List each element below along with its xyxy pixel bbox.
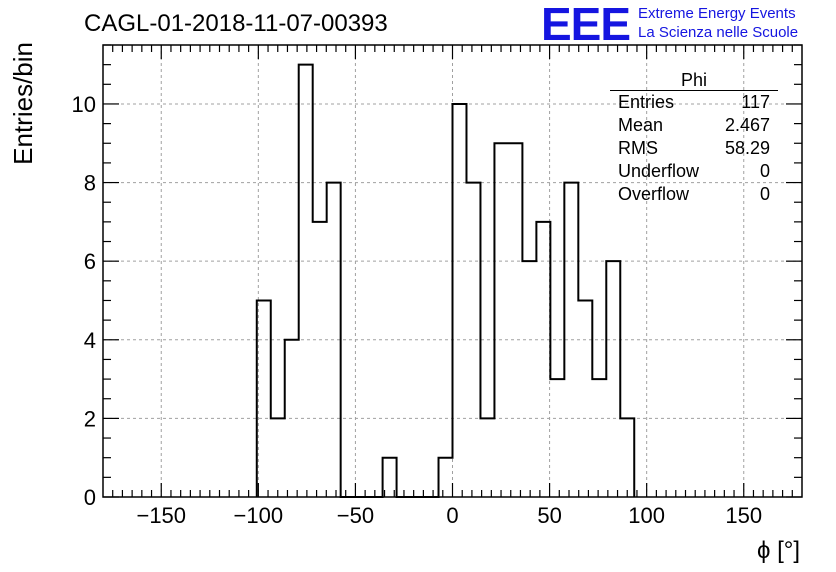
stats-value: 0 bbox=[759, 184, 770, 204]
histogram-bin bbox=[453, 104, 467, 497]
stats-row-entries: Entries 117 bbox=[610, 91, 778, 114]
stats-value: 2.467 bbox=[724, 115, 770, 135]
histogram-bin bbox=[592, 379, 606, 497]
x-tick-label: −150 bbox=[136, 503, 186, 528]
histogram-bin bbox=[466, 183, 480, 497]
histogram-bin bbox=[327, 183, 341, 497]
stats-box: Phi Entries 117 Mean 2.467 RMS 58.29 Und… bbox=[610, 70, 778, 206]
stats-label: Mean bbox=[618, 115, 664, 135]
stats-row-underflow: Underflow 0 bbox=[610, 160, 778, 183]
histogram-bin bbox=[522, 261, 536, 497]
y-tick-label: 10 bbox=[72, 92, 96, 117]
plot-title: CAGL-01-2018-11-07-00393 bbox=[84, 10, 388, 37]
histogram-bin bbox=[550, 379, 564, 497]
histogram-bin bbox=[564, 183, 578, 497]
stats-label: Underflow bbox=[618, 161, 700, 181]
histogram-bin bbox=[271, 418, 285, 497]
stats-label: RMS bbox=[618, 138, 658, 158]
histogram-outline bbox=[255, 63, 636, 498]
plot-frame bbox=[102, 44, 803, 498]
y-tick-labels: 0 2 4 6 8 10 bbox=[72, 92, 96, 510]
x-tick-label: 50 bbox=[537, 503, 561, 528]
stats-value: 58.29 bbox=[724, 138, 770, 158]
x-tick-label: 100 bbox=[628, 503, 665, 528]
y-axis-label: Entries/bin bbox=[8, 42, 38, 165]
x-axis-label: ϕ [°] bbox=[757, 537, 800, 564]
histogram-bin bbox=[508, 143, 522, 497]
stats-value: 117 bbox=[741, 92, 770, 112]
histogram-bin bbox=[313, 222, 327, 497]
x-tick-label: 0 bbox=[446, 503, 458, 528]
x-tick-label: −50 bbox=[337, 503, 374, 528]
x-tick-label: −100 bbox=[234, 503, 284, 528]
stats-label: Overflow bbox=[618, 184, 690, 204]
stats-row-mean: Mean 2.467 bbox=[610, 114, 778, 137]
y-tick-label: 6 bbox=[84, 249, 96, 274]
histogram-bin bbox=[494, 143, 508, 497]
stats-title: Phi bbox=[610, 70, 778, 91]
histogram-bin bbox=[285, 340, 299, 497]
histogram-bin bbox=[536, 222, 550, 497]
x-tick-label: 150 bbox=[725, 503, 762, 528]
stats-row-overflow: Overflow 0 bbox=[610, 183, 778, 206]
logo-caption-line-1: Extreme Energy Events bbox=[638, 5, 796, 22]
logo-caption-line-2: La Scienza nelle Scuole bbox=[638, 24, 799, 41]
logo-caption: Extreme Energy Events La Scienza nelle S… bbox=[638, 4, 798, 42]
histogram-bin bbox=[299, 65, 313, 497]
histogram-bin bbox=[620, 418, 634, 497]
y-tick-label: 4 bbox=[84, 328, 96, 353]
stats-row-rms: RMS 58.29 bbox=[610, 137, 778, 160]
histogram-bin bbox=[606, 261, 620, 497]
y-tick-label: 8 bbox=[84, 171, 96, 196]
y-tick-label: 2 bbox=[84, 406, 96, 431]
histogram-bin bbox=[480, 418, 494, 497]
histogram-bin bbox=[578, 300, 592, 497]
stats-value: 0 bbox=[759, 161, 770, 181]
stats-label: Entries bbox=[618, 92, 675, 112]
eee-logo: EEE bbox=[541, 0, 631, 50]
y-tick-label: 0 bbox=[84, 485, 96, 510]
x-tick-labels: −150 −100 −50 0 50 100 150 bbox=[136, 503, 762, 528]
histogram-bin bbox=[439, 458, 453, 497]
histogram-series bbox=[255, 63, 636, 498]
histogram-bin bbox=[257, 300, 271, 497]
